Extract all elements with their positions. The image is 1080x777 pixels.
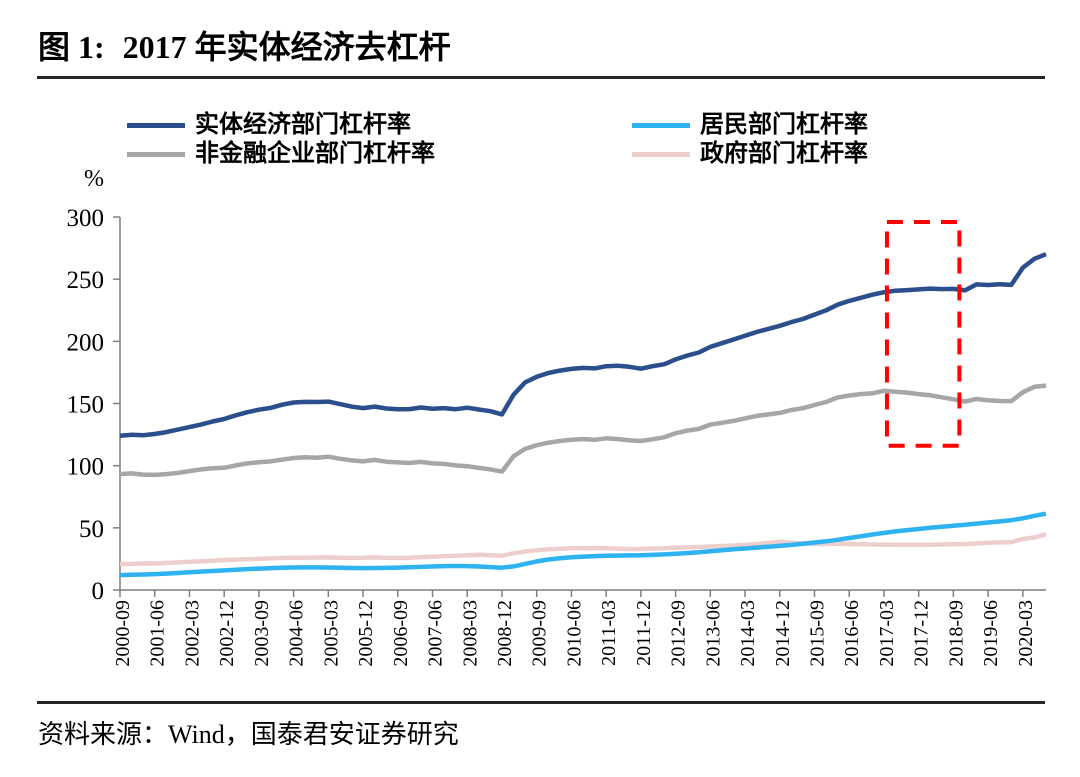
figure-title: 图 1: 2017 年实体经济去杠杆 bbox=[38, 22, 451, 68]
legend-label: 政府部门杠杆率 bbox=[700, 141, 868, 167]
x-tick-label: 2008-03 bbox=[459, 600, 481, 667]
x-tick-label: 2015-09 bbox=[807, 600, 829, 667]
legend-item-real-economy: 实体经济部门杠杆率 bbox=[127, 112, 411, 138]
source-text: Wind，国泰君安证券研究 bbox=[168, 720, 459, 749]
x-tick-label: 2016-06 bbox=[841, 600, 863, 667]
legend-swatch-2 bbox=[127, 151, 185, 157]
x-tick-label: 2013-06 bbox=[702, 600, 724, 667]
source-label: 资料来源： bbox=[38, 720, 169, 749]
x-tick-label: 2008-12 bbox=[494, 600, 516, 667]
legend-swatch-0 bbox=[127, 122, 185, 128]
highlight-dashed-rect bbox=[884, 219, 962, 448]
source-line: 资料来源：Wind，国泰君安证券研究 bbox=[38, 714, 459, 751]
x-tick-label: 2005-03 bbox=[320, 600, 342, 667]
x-tick-label: 2019-06 bbox=[980, 600, 1002, 667]
x-tick-label: 2011-03 bbox=[598, 600, 620, 666]
y-tick-label: 200 bbox=[67, 329, 105, 356]
x-tick-label: 2010-06 bbox=[563, 600, 585, 667]
x-tick-label: 2012-09 bbox=[668, 600, 690, 667]
figure-number: 图 1: bbox=[38, 29, 105, 65]
x-tick-label: 2017-03 bbox=[876, 600, 898, 667]
legend-swatch-1 bbox=[632, 122, 690, 128]
x-tick-label: 2001-06 bbox=[147, 600, 169, 667]
series-line-1 bbox=[119, 511, 1047, 578]
series-line-2 bbox=[119, 383, 1047, 478]
x-tick-label: 2003-09 bbox=[251, 600, 273, 667]
x-tick-label: 2007-06 bbox=[425, 600, 447, 667]
source-divider bbox=[37, 701, 1045, 704]
x-tick-label: 2017-12 bbox=[911, 600, 933, 667]
y-tick-label: 100 bbox=[67, 454, 105, 481]
legend-item-nonfinancial-corporate: 非金融企业部门杠杆率 bbox=[127, 141, 435, 167]
x-tick-label: 2020-03 bbox=[1015, 600, 1037, 667]
x-tick-label: 2018-09 bbox=[945, 600, 967, 667]
figure-title-text: 2017 年实体经济去杠杆 bbox=[122, 29, 451, 65]
x-tick-label: 2011-12 bbox=[633, 600, 655, 666]
y-tick-label: 0 bbox=[92, 578, 105, 605]
y-tick-label: 300 bbox=[67, 205, 105, 232]
legend-swatch-3 bbox=[632, 151, 690, 157]
series-line-0 bbox=[119, 252, 1047, 439]
y-axis-unit-label: % bbox=[84, 166, 104, 192]
x-tick-label: 2000-09 bbox=[112, 600, 134, 667]
x-tick-label: 2014-03 bbox=[737, 600, 759, 667]
x-tick-label: 2009-09 bbox=[529, 600, 551, 667]
x-tick-label: 2002-03 bbox=[181, 600, 203, 667]
x-tick-label: 2005-12 bbox=[355, 600, 377, 667]
y-tick-label: 50 bbox=[79, 516, 104, 543]
legend-item-household: 居民部门杠杆率 bbox=[632, 112, 868, 138]
legend-item-government: 政府部门杠杆率 bbox=[632, 141, 868, 167]
legend-label: 居民部门杠杆率 bbox=[700, 112, 868, 138]
series-line-3 bbox=[119, 532, 1047, 567]
x-tick-label: 2002-12 bbox=[216, 600, 238, 667]
legend-label: 实体经济部门杠杆率 bbox=[195, 112, 411, 138]
x-tick-label: 2004-06 bbox=[286, 600, 308, 667]
legend-label: 非金融企业部门杠杆率 bbox=[195, 141, 435, 167]
x-tick-label: 2014-12 bbox=[772, 600, 794, 667]
x-tick-label: 2006-09 bbox=[390, 600, 412, 667]
title-divider bbox=[37, 76, 1045, 79]
y-tick-label: 150 bbox=[67, 392, 105, 419]
y-tick-label: 250 bbox=[67, 267, 105, 294]
